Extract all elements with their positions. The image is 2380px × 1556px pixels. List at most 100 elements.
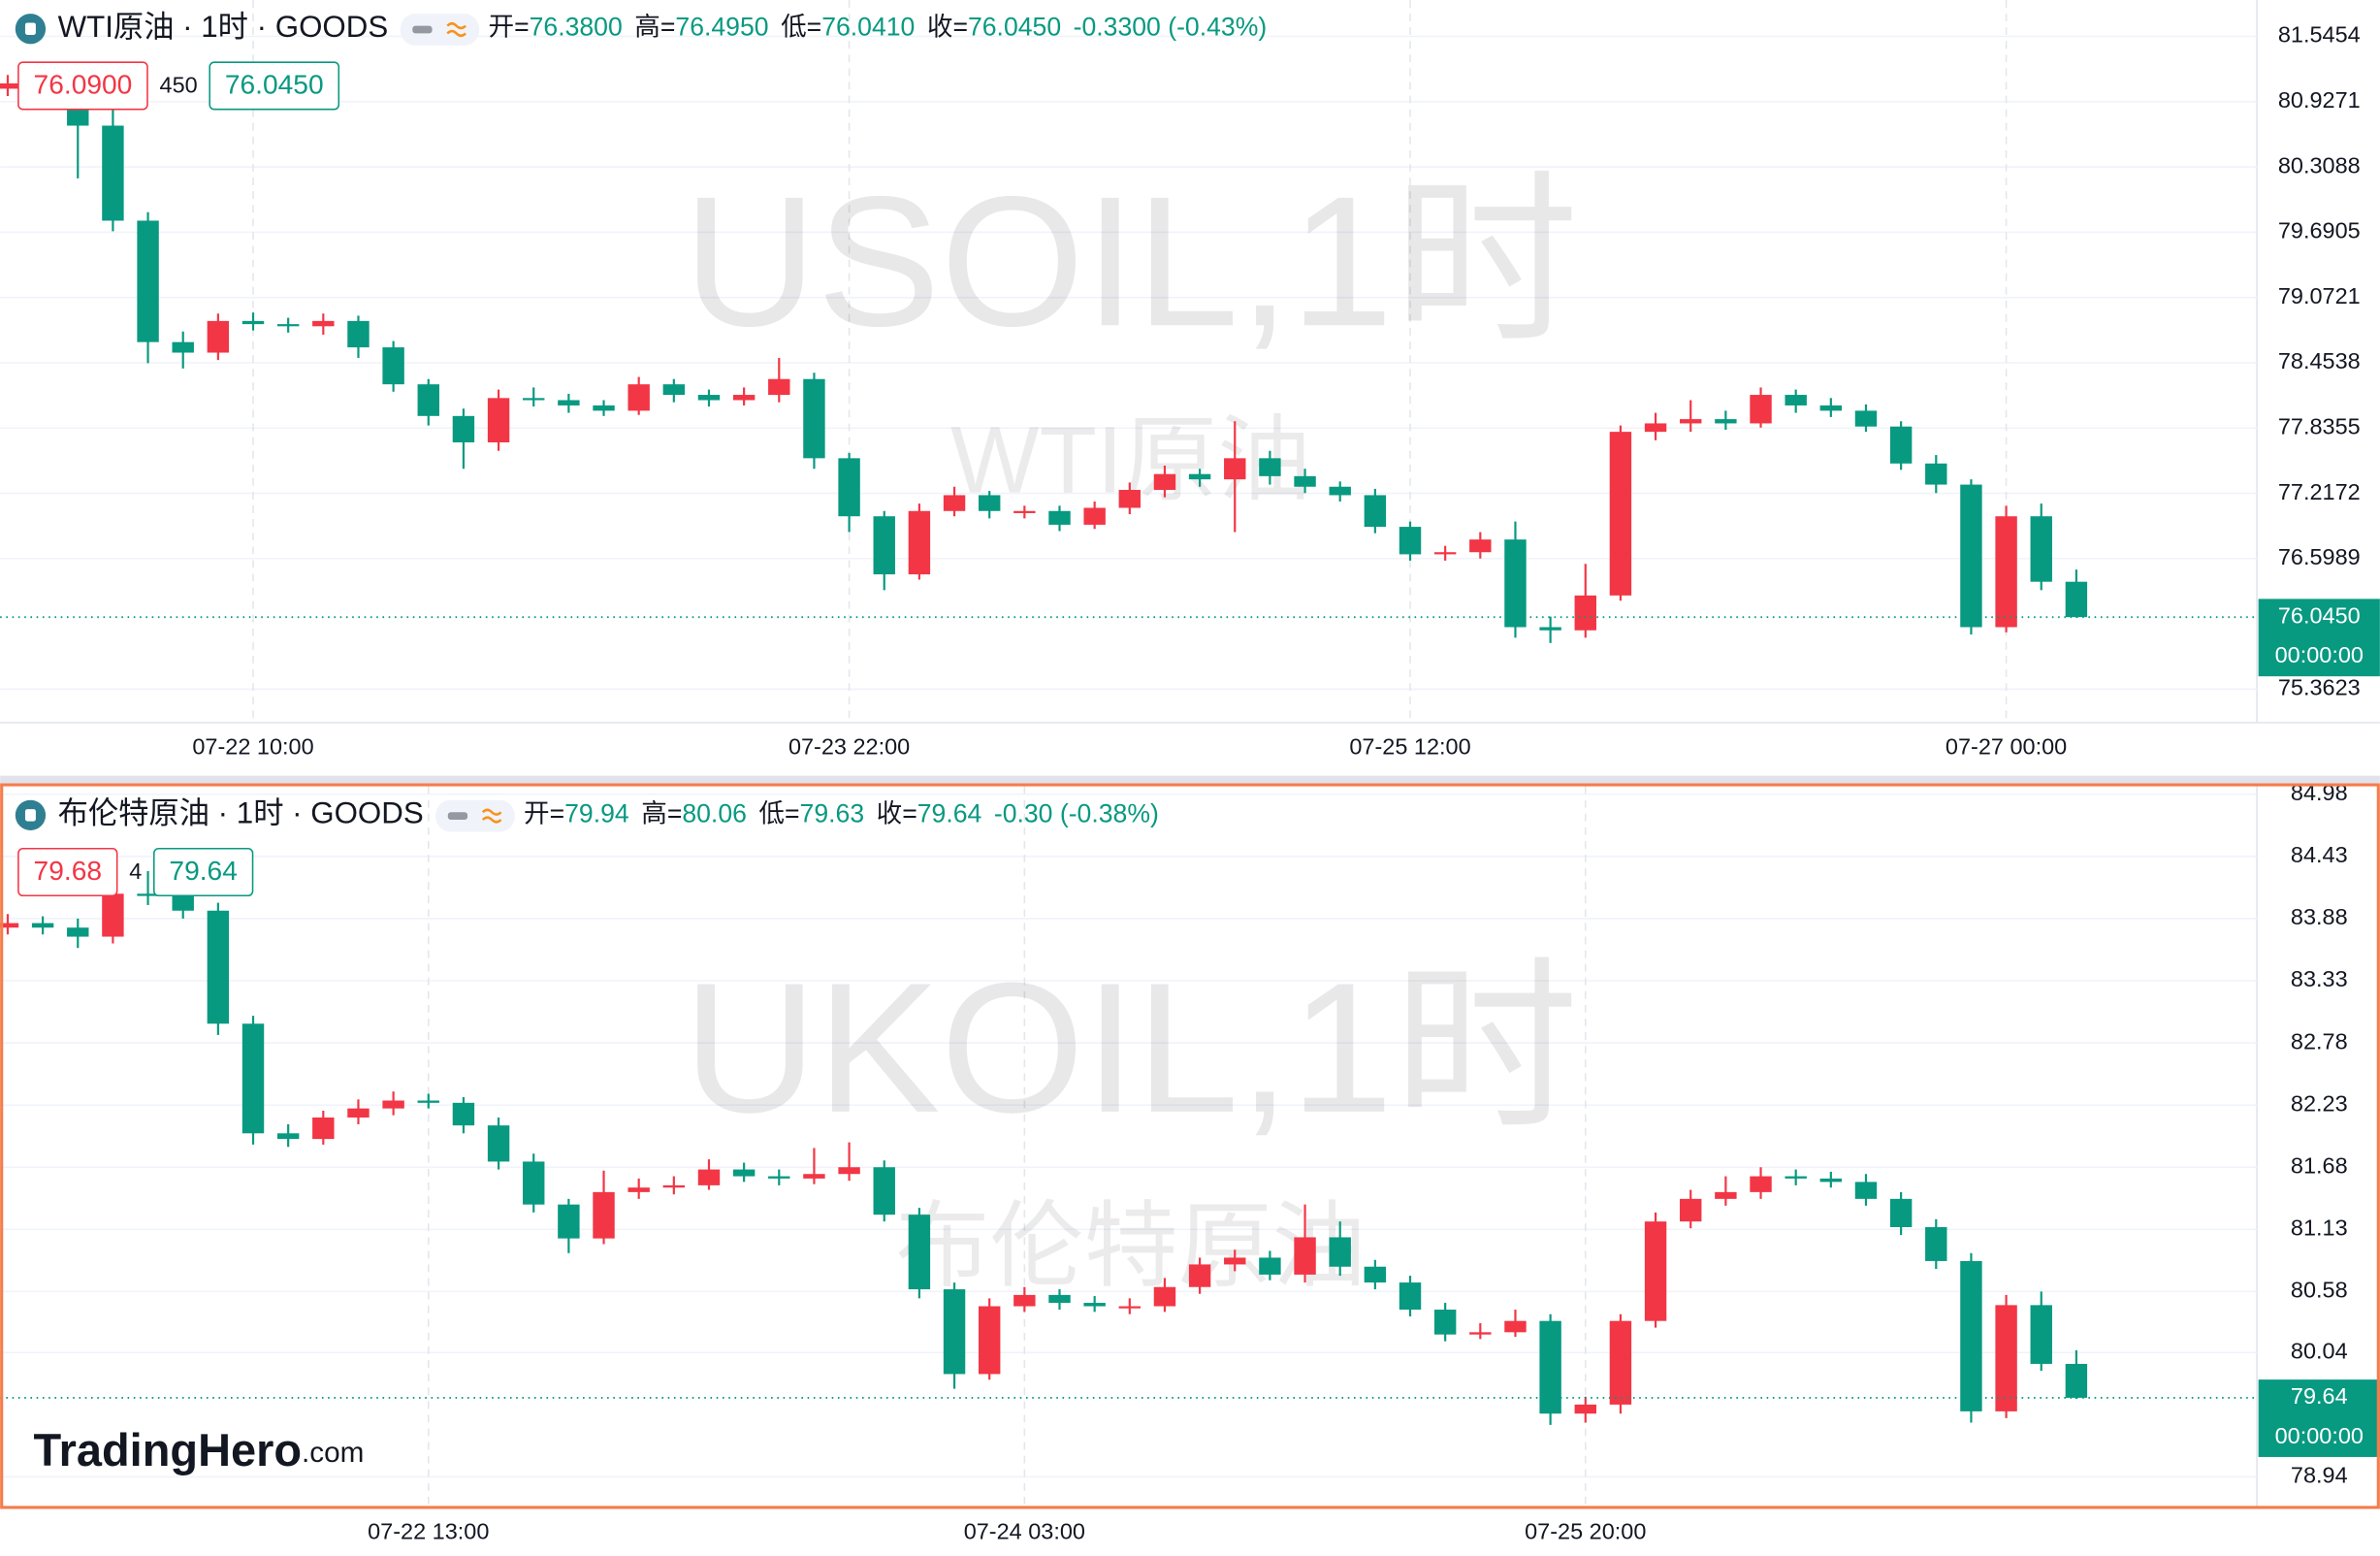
quote-label: 收= (927, 13, 968, 42)
logo-suffix: .com (302, 1437, 364, 1469)
candle-body (1153, 1286, 1176, 1307)
x-tick-label: 07-22 10:00 (192, 734, 313, 760)
candle-body (276, 324, 300, 327)
quote-value: 79.63 (800, 798, 865, 827)
candle-body (1960, 484, 1982, 628)
candle-body (873, 516, 895, 575)
x-tick-label: 07-22 13:00 (368, 1519, 489, 1544)
logo: TradingHero.com (34, 1426, 365, 1476)
candle-body (1224, 458, 1246, 480)
candle-body (1925, 1226, 1947, 1261)
candle-body (523, 1161, 545, 1205)
last-price-label: 76.0450 (2278, 602, 2361, 628)
x-tick-label: 07-25 20:00 (1525, 1519, 1646, 1544)
bid-price[interactable]: 79.68 (34, 856, 102, 886)
x-tick-label: 07-23 22:00 (788, 734, 910, 760)
quote-change: -0.30 (-0.38%) (994, 798, 1159, 827)
candle-body (1469, 1332, 1492, 1335)
y-tick-label: 78.94 (2291, 1463, 2348, 1488)
candle-body (943, 495, 966, 511)
candle-body (1715, 419, 1737, 424)
candle-body (382, 1100, 404, 1109)
spread: 4 (129, 859, 142, 884)
quote-label: 高= (641, 798, 682, 827)
candle-body (241, 320, 265, 325)
candle-body (2030, 516, 2052, 582)
y-tick-label: 75.3623 (2278, 675, 2361, 700)
candle-body (1889, 426, 1913, 464)
bid-price-box (17, 61, 148, 111)
active-pane-border (0, 783, 2380, 1509)
y-tick-label: 76.5989 (2278, 544, 2361, 569)
quote-label: 开= (524, 798, 564, 827)
candle-body (207, 910, 230, 1024)
candle-body (978, 1306, 1001, 1375)
candle-body (1644, 423, 1667, 433)
quote-value: 76.3800 (530, 13, 623, 42)
quote-value: 80.06 (682, 798, 747, 827)
candle-body (523, 398, 545, 401)
candle-body (1574, 595, 1596, 631)
y-tick-label: 80.3088 (2278, 152, 2361, 178)
candle-body (417, 1100, 439, 1103)
last-price-box (2258, 1379, 2380, 1457)
x-tick-label: 07-24 03:00 (964, 1519, 1085, 1544)
y-tick-label: 83.33 (2291, 966, 2348, 991)
candle-body (31, 923, 54, 928)
candle-body (1609, 432, 1632, 596)
candle-body (593, 405, 615, 411)
pill-approx (446, 22, 466, 38)
ask-price-box (152, 847, 254, 897)
quote-change: -0.3300 (-0.43%) (1074, 13, 1268, 42)
watermark: UKOIL,1时 (683, 945, 1578, 1151)
logo-name: TradingHero (34, 1426, 302, 1476)
candle-body (1680, 419, 1702, 424)
candle-body (978, 495, 1001, 511)
candle-body (1048, 1294, 1071, 1304)
y-tick-label: 79.6905 (2278, 218, 2361, 243)
candle-body (1854, 410, 1878, 427)
candle-body (1785, 395, 1807, 405)
candle-body (1925, 463, 1947, 485)
candle-body (1294, 1237, 1316, 1275)
candle-body (312, 320, 335, 327)
candle-body (312, 1117, 335, 1140)
pill-approx (481, 808, 502, 824)
quote-label: 收= (877, 798, 917, 827)
quote-label: 低= (758, 798, 799, 827)
candle-body (1785, 1176, 1807, 1179)
candle-body (1609, 1320, 1632, 1405)
ask-price[interactable]: 76.0450 (225, 70, 324, 100)
candle-body (382, 347, 404, 385)
candle-body (1224, 1257, 1246, 1265)
candle-body (1364, 1266, 1387, 1283)
candle-body (452, 1102, 475, 1126)
candle-body (1644, 1221, 1667, 1321)
candle-body (697, 395, 721, 401)
quote-label: 开= (489, 13, 530, 42)
candle-body (732, 1169, 756, 1177)
candle-body (943, 1289, 966, 1375)
ohlc-quote: 开=79.94 高=80.06 低=79.63 收=79.64 -0.30 (-0.38… (524, 798, 1159, 827)
candle-body (1399, 1282, 1422, 1311)
candle-body (1329, 1237, 1351, 1267)
symbol-title[interactable]: WTI原油 · 1时 · GOODS (58, 10, 389, 44)
symbol-icon-lock (24, 22, 36, 35)
candle-body (1013, 1294, 1036, 1307)
candle-body (1329, 486, 1351, 496)
candle-body (102, 125, 124, 221)
candle-body (1188, 473, 1211, 480)
candle-body (1995, 516, 2017, 628)
ask-price[interactable]: 79.64 (169, 856, 237, 886)
candle-body (1504, 539, 1527, 628)
symbol-title[interactable]: 布伦特原油 · 1时 · GOODS (58, 796, 424, 830)
candle-body (1259, 1257, 1281, 1275)
candle-body (1819, 1178, 1843, 1183)
quote-value: 76.0450 (968, 13, 1061, 42)
candle-body (1399, 527, 1422, 555)
candle-body (1539, 1320, 1561, 1414)
x-tick-label: 07-27 00:00 (1946, 734, 2067, 760)
bid-price[interactable]: 76.0900 (34, 70, 133, 100)
